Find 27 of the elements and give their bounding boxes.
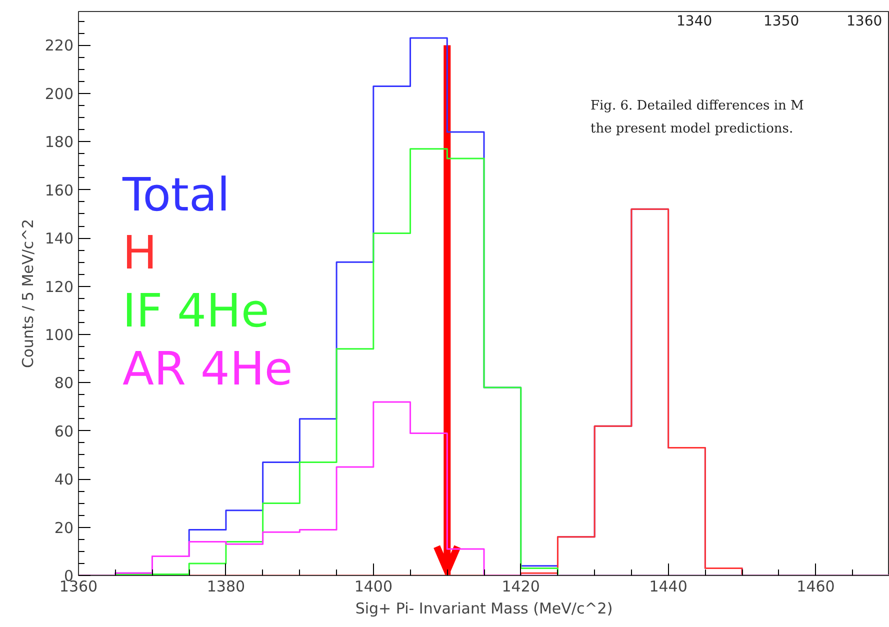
y-tick-label: 20 <box>54 518 74 537</box>
y-tick-label: 60 <box>54 422 74 440</box>
y-tick-label: 100 <box>44 326 74 344</box>
x-tick-label: 1440 <box>649 578 688 596</box>
text: H <box>122 226 158 280</box>
y-tick-label: 180 <box>44 133 74 152</box>
series-label: AR 4He <box>122 342 293 396</box>
x-tick-label: 1380 <box>206 578 246 596</box>
y-tick-label: 200 <box>44 84 74 103</box>
series-label: IF 4He <box>122 284 270 338</box>
annotation: 1350 <box>764 14 800 30</box>
y-tick-label: 160 <box>44 181 74 200</box>
x-tick-label: 1400 <box>354 578 393 596</box>
y-tick-label: 140 <box>44 230 74 248</box>
y-tick-label: 80 <box>54 374 74 392</box>
x-tick-label: 1460 <box>796 578 835 596</box>
y-tick-label: 40 <box>54 470 74 489</box>
x-axis-title: Sig+ Pi- Invariant Mass (MeV/c^2) <box>355 600 613 618</box>
y-tick-label: 120 <box>44 278 74 296</box>
y-axis-title: Counts / 5 MeV/c^2 <box>18 218 37 368</box>
annotation: 1340 <box>676 14 712 30</box>
x-tick-label: 1420 <box>502 578 540 596</box>
y-tick-label: 220 <box>44 36 74 55</box>
text: Total <box>122 168 230 222</box>
annotation: Fig. 6. Detailed differences in M <box>590 98 804 114</box>
annotation: the present model predictions. <box>590 122 794 136</box>
annotation: 1360 <box>846 14 882 30</box>
